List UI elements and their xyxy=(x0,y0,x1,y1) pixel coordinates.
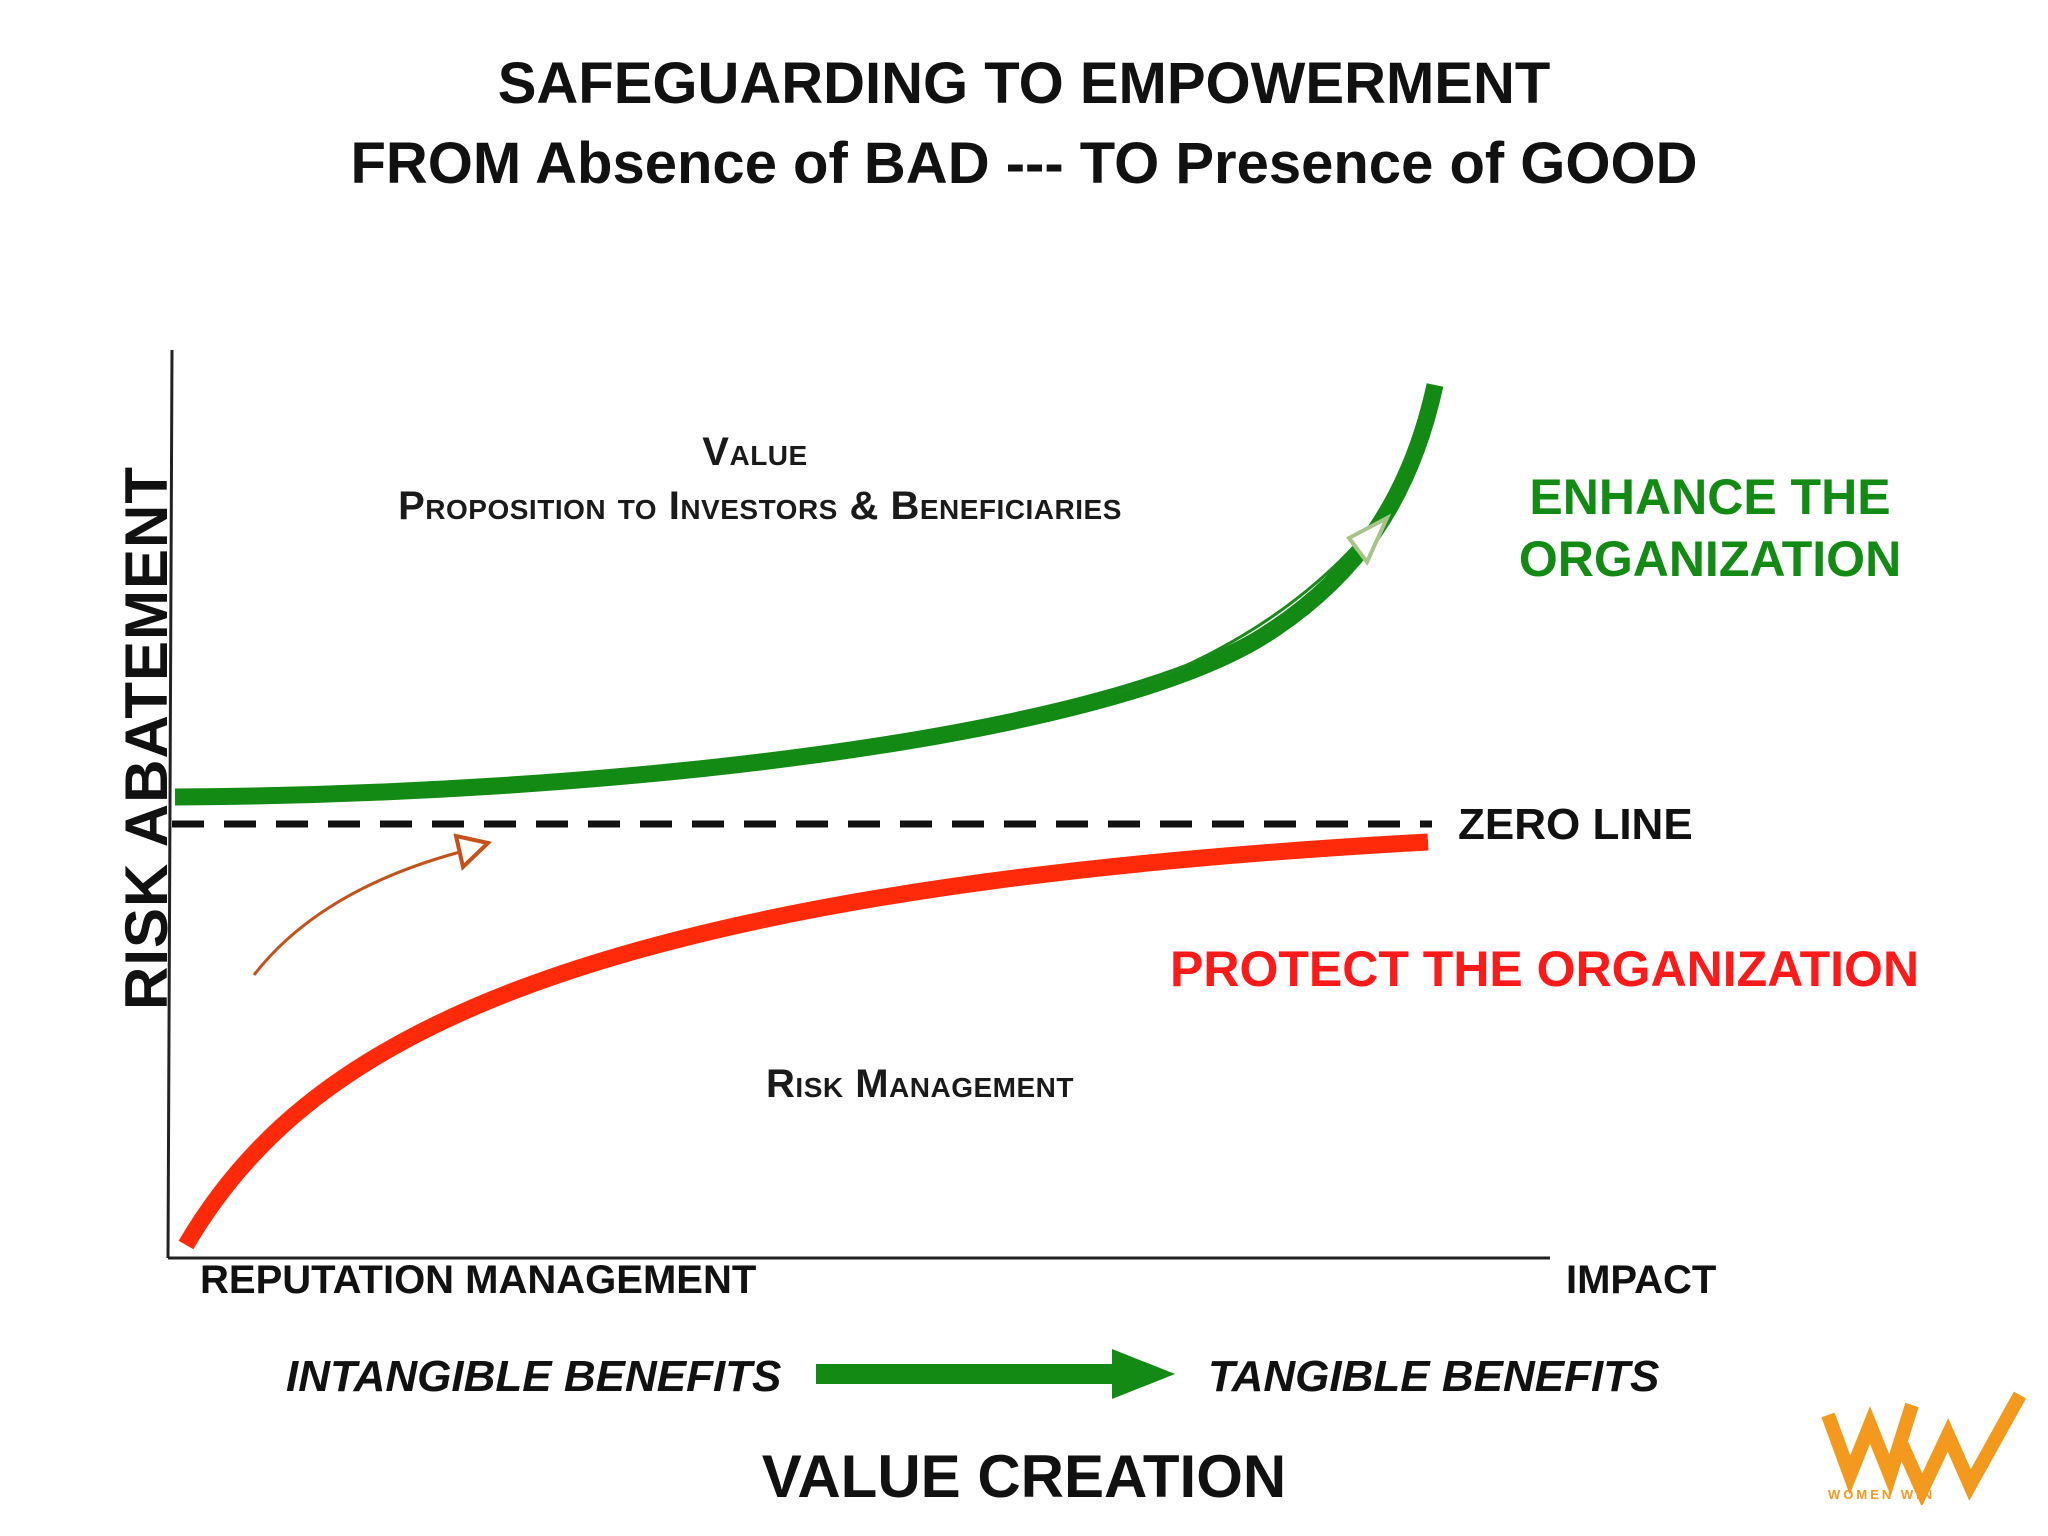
intangible-benefits-label: INTANGIBLE BENEFITS xyxy=(286,1352,782,1401)
benefits-arrow-shaft xyxy=(816,1364,1116,1384)
title-line-2: FROM Absence of BAD --- TO Presence of G… xyxy=(350,131,1698,196)
zero-line-label: ZERO LINE xyxy=(1458,800,1693,849)
enhance-arrow-shaft xyxy=(1117,538,1362,695)
y-axis-label: RISK ABATEMENT xyxy=(113,466,180,1010)
x-axis-right-label: IMPACT xyxy=(1566,1258,1717,1302)
protect-arrow-head-icon xyxy=(453,833,493,871)
enhance-label-2: ORGANIZATION xyxy=(1518,531,1902,587)
protect-curve xyxy=(178,833,1429,1250)
benefits-arrow-head-icon xyxy=(1112,1349,1175,1399)
enhance-label-1: ENHANCE THE xyxy=(1529,469,1891,525)
enhance-arrow-head-icon xyxy=(1345,513,1392,566)
x-axis-label: VALUE CREATION xyxy=(761,1443,1287,1510)
tangible-benefits-label: TANGIBLE BENEFITS xyxy=(1208,1352,1660,1401)
value-proposition-label-1: Value xyxy=(702,430,808,474)
women-win-logo: WOMEN WIN xyxy=(1821,1391,2027,1505)
risk-management-label: Risk Management xyxy=(766,1062,1074,1106)
y-axis xyxy=(166,349,174,1259)
value-proposition-label-2: Proposition to Investors & Beneficiaries xyxy=(398,484,1122,528)
logo-text: WOMEN WIN xyxy=(1828,1487,1935,1502)
title-line-1: SAFEGUARDING TO EMPOWERMENT xyxy=(497,51,1551,116)
x-axis-left-label: REPUTATION MANAGEMENT xyxy=(200,1258,757,1302)
protect-label: PROTECT THE ORGANIZATION xyxy=(1170,941,1920,997)
protect-arrow-shaft xyxy=(252,850,461,976)
